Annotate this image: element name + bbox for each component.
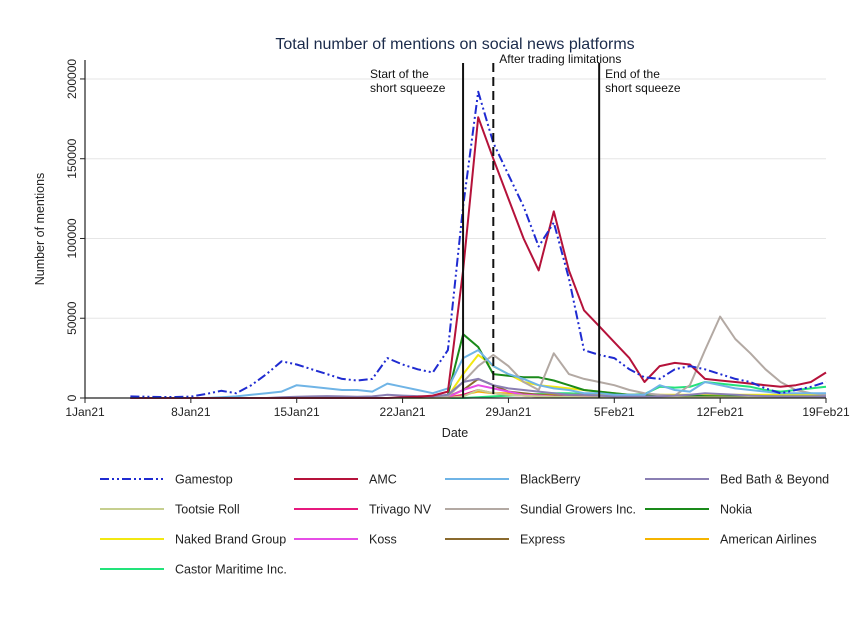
legend-label: Nokia [720, 503, 752, 517]
y-tick-label: 200000 [65, 59, 79, 99]
legend-label: Naked Brand Group [175, 533, 286, 547]
x-tick-label: 19Feb21 [802, 405, 850, 419]
legend-label: Bed Bath & Beyond [720, 473, 829, 487]
legend-label: AMC [369, 473, 397, 487]
y-tick-label: 50000 [65, 301, 79, 335]
axes: 0 50000 100000 150000 200000 1Jan21 8Jan21 15Ja… [65, 59, 850, 419]
series-line [130, 90, 827, 398]
x-axis-title: Date [442, 426, 468, 440]
x-tick-label: 8Jan21 [171, 405, 211, 419]
legend-label: American Airlines [720, 533, 817, 547]
annotation-label: Start of the [370, 67, 429, 81]
annotation-label: short squeeze [605, 81, 681, 95]
annotation-label: short squeeze [370, 81, 446, 95]
x-tick-label: 29Jan21 [485, 405, 531, 419]
annotation-label: End of the [605, 67, 660, 81]
x-tick-label: 1Jan21 [65, 405, 105, 419]
grid-lines [85, 78, 826, 319]
y-axis-title: Number of mentions [33, 173, 47, 286]
series-lines [130, 90, 827, 399]
legend-label: BlackBerry [520, 473, 581, 487]
annotation-label: After trading limitations [499, 52, 621, 66]
y-tick-label: 100000 [65, 218, 79, 258]
legend: Gamestop AMC BlackBerry Bed Bath & Beyond To… [100, 473, 829, 577]
x-tick-label: 15Jan21 [274, 405, 320, 419]
legend-label: Koss [369, 533, 397, 547]
x-tick-label: 22Jan21 [380, 405, 426, 419]
y-tick-label: 0 [65, 394, 79, 401]
legend-label: Tootsie Roll [175, 503, 240, 517]
chart-title: Total number of mentions on social news … [275, 36, 634, 53]
x-tick-label: 12Feb21 [696, 405, 744, 419]
legend-label: Castor Maritime Inc. [175, 563, 287, 577]
legend-label: Gamestop [175, 473, 233, 487]
legend-label: Trivago NV [369, 503, 432, 517]
y-tick-label: 150000 [65, 138, 79, 178]
legend-label: Express [520, 533, 565, 547]
series-line [130, 349, 826, 399]
legend-label: Sundial Growers Inc. [520, 503, 636, 517]
x-tick-label: 5Feb21 [594, 405, 635, 419]
